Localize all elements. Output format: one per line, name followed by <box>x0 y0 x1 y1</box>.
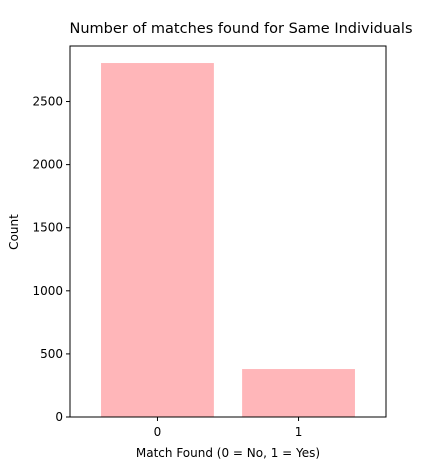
y-tick-label: 2500 <box>32 95 63 109</box>
bars-group <box>101 63 355 418</box>
bar-1 <box>242 369 355 417</box>
y-tick-label: 1500 <box>32 221 63 235</box>
x-tick-label: 0 <box>154 425 162 439</box>
y-tick-label: 1000 <box>32 284 63 298</box>
y-axis: 0 500 1000 1500 2000 2500 <box>32 95 70 424</box>
x-axis-title: Match Found (0 = No, 1 = Yes) <box>136 446 320 460</box>
y-tick-label: 500 <box>40 347 63 361</box>
chart-title: Number of matches found for Same Individ… <box>69 21 412 37</box>
x-tick-label: 1 <box>295 425 303 439</box>
bar-0 <box>101 63 214 418</box>
y-tick-label: 2000 <box>32 158 63 172</box>
y-tick-label: 0 <box>55 410 63 424</box>
y-axis-title: Count <box>7 214 21 250</box>
plot-frame <box>69 45 387 418</box>
